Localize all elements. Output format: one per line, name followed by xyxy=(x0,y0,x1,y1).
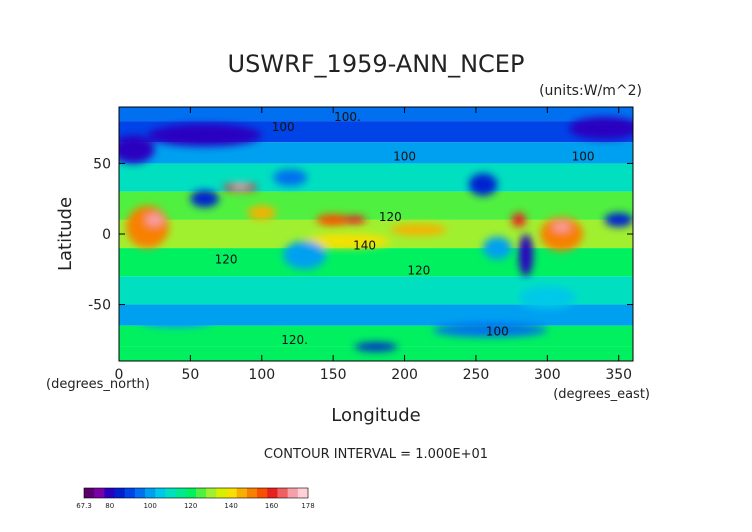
y-units-label: (degrees_north) xyxy=(46,377,150,392)
y-tick-label-1: 0 xyxy=(102,227,111,243)
chart-title: USWRF_1959-ANN_NCEP xyxy=(228,50,525,78)
contour-label-7: 120 xyxy=(407,264,430,278)
y-tick-label-0: -50 xyxy=(88,298,111,314)
colorbar-swatch-8 xyxy=(165,488,177,498)
colorbar-swatch-17 xyxy=(257,488,268,498)
field-blob-17 xyxy=(511,212,526,227)
x-tick-label-3: 150 xyxy=(320,367,347,383)
contour-label-9: 120. xyxy=(281,333,308,347)
field-band-3 xyxy=(119,163,633,192)
x-axis-ticks: 0 50 100 150 200 250 300 350 xyxy=(115,107,632,383)
y-axis-ticks: -50 0 50 xyxy=(88,156,633,314)
colorbar-swatch-18 xyxy=(267,488,278,498)
colorbar-swatch-3 xyxy=(114,488,126,498)
colorbar-tick-label-3: 140 xyxy=(224,502,237,510)
colorbar-tick-label-0: 80 xyxy=(105,502,114,510)
units-label: (units:W/m^2) xyxy=(539,83,642,99)
colorbar-min-label: 67.3 xyxy=(76,502,92,510)
x-tick-label-2: 100 xyxy=(248,367,275,383)
colorbar-swatch-16 xyxy=(246,488,258,498)
field-blob-14 xyxy=(483,236,512,260)
x-units-label: (degrees_east) xyxy=(553,387,650,402)
colorbar-swatch-20 xyxy=(287,488,299,498)
field-blob-25 xyxy=(518,286,576,309)
y-tick-label-2: 50 xyxy=(93,156,111,172)
colorbar-swatch-5 xyxy=(134,488,146,498)
field-blob-9 xyxy=(247,205,277,220)
colorbar-tick-label-4: 160 xyxy=(265,502,278,510)
colorbar-swatch-11 xyxy=(196,488,207,498)
colorbar-swatch-7 xyxy=(155,488,166,498)
colorbar-labels: 67.3 178 80 100 120 140 160 xyxy=(76,502,314,510)
field-blob-0 xyxy=(147,123,262,147)
contour-label-1: 100 xyxy=(272,120,295,134)
field-band-10 xyxy=(119,346,633,361)
contour-label-0: 100. xyxy=(334,110,361,124)
y-axis-label: Latitude xyxy=(55,197,76,271)
field-blob-1 xyxy=(119,135,155,164)
colorbar-swatch-2 xyxy=(104,488,116,498)
field-blob-18 xyxy=(518,234,534,277)
contour-label-3: 100 xyxy=(572,149,595,163)
colorbar-swatch-21 xyxy=(297,488,309,498)
colorbar-frame xyxy=(83,487,309,499)
field-blob-13 xyxy=(390,224,448,236)
field-blob-24 xyxy=(354,342,398,352)
colorbar-swatch-13 xyxy=(216,488,228,498)
field-blob-22 xyxy=(433,322,548,338)
colorbar-swatch-9 xyxy=(175,488,187,498)
colorbar xyxy=(83,487,309,499)
x-tick-label-5: 250 xyxy=(463,367,490,383)
x-tick-label-1: 50 xyxy=(181,367,199,383)
colorbar-swatch-0 xyxy=(84,488,95,498)
field-blob-15 xyxy=(540,217,584,251)
field-blob-11 xyxy=(343,215,367,225)
contour-label-4: 120 xyxy=(379,210,402,224)
colorbar-swatch-1 xyxy=(94,488,105,498)
field-band-2 xyxy=(119,142,633,164)
contour-label-6: 120 xyxy=(215,252,238,266)
colorbar-tick-label-1: 100 xyxy=(143,502,156,510)
field-blob-10 xyxy=(316,214,351,226)
colorbar-swatch-6 xyxy=(145,488,156,498)
field-blob-6 xyxy=(273,169,308,187)
field-blob-3 xyxy=(190,190,219,208)
field-blobs xyxy=(119,116,633,352)
x-tick-label-4: 200 xyxy=(391,367,418,383)
contour-label-8: 100 xyxy=(486,324,509,338)
field-blob-8 xyxy=(146,214,164,226)
field-blob-19 xyxy=(604,212,633,227)
colorbar-swatch-4 xyxy=(124,488,136,498)
contour-label-5: 140 xyxy=(353,238,376,252)
contour-interval-label: CONTOUR INTERVAL = 1.000E+01 xyxy=(264,447,488,462)
field-blob-5 xyxy=(231,183,249,189)
field-blob-12 xyxy=(304,234,391,249)
x-tick-label-0: 0 xyxy=(115,367,124,383)
colorbar-swatch-14 xyxy=(226,488,238,498)
colorbar-max-label: 178 xyxy=(301,502,314,510)
colorbar-tick-label-2: 120 xyxy=(184,502,197,510)
x-tick-label-7: 350 xyxy=(605,367,632,383)
x-axis-label: Longitude xyxy=(331,405,421,426)
colorbar-swatch-12 xyxy=(206,488,217,498)
field-band-6 xyxy=(119,248,633,277)
field-blob-7 xyxy=(126,205,169,249)
contour-label-2: 100 xyxy=(393,149,416,163)
x-tick-label-6: 300 xyxy=(534,367,561,383)
field-blob-21 xyxy=(468,173,498,196)
field-blob-2 xyxy=(568,116,633,140)
field-band-0 xyxy=(119,107,633,122)
colorbar-swatch-19 xyxy=(277,488,289,498)
field-layer xyxy=(119,107,633,361)
field-blob-20 xyxy=(283,241,327,270)
colorbar-swatch-10 xyxy=(185,488,197,498)
colorbar-swatch-15 xyxy=(236,488,248,498)
field-blob-16 xyxy=(553,222,571,232)
field-band-8 xyxy=(119,304,633,326)
field-blob-23 xyxy=(140,315,212,328)
